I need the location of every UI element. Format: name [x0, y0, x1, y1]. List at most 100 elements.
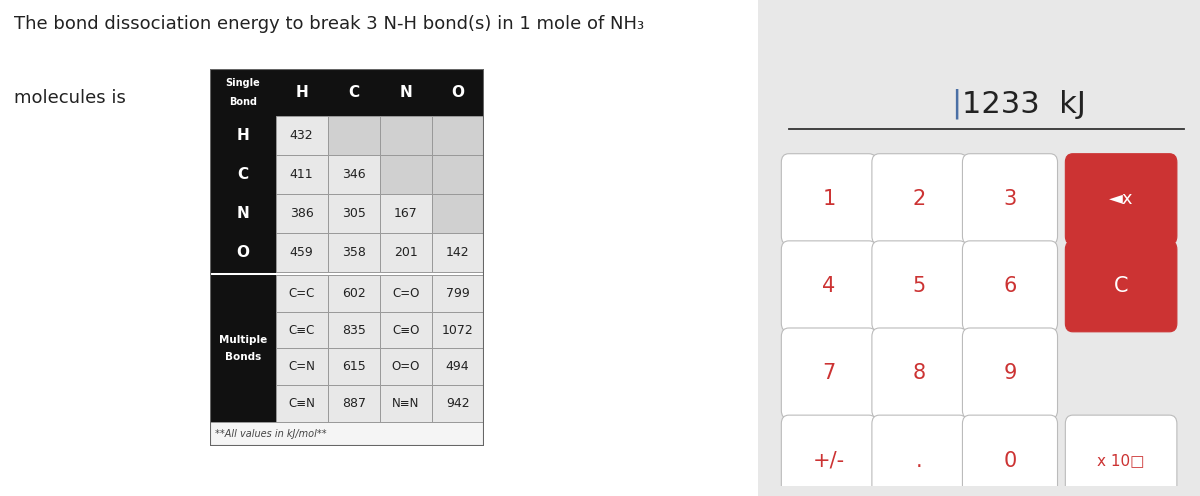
Bar — [379, 155, 432, 194]
Bar — [276, 385, 328, 422]
FancyBboxPatch shape — [781, 415, 876, 496]
Bar — [432, 233, 484, 272]
Text: 305: 305 — [342, 207, 366, 220]
Bar — [758, 0, 1200, 496]
Bar — [328, 233, 379, 272]
Bar — [276, 117, 328, 155]
Bar — [210, 155, 276, 194]
Text: 386: 386 — [289, 207, 313, 220]
Bar — [379, 69, 432, 117]
Bar — [379, 117, 432, 155]
Text: 8: 8 — [913, 364, 926, 383]
Text: Bond: Bond — [229, 97, 257, 107]
Bar — [328, 155, 379, 194]
FancyBboxPatch shape — [781, 241, 876, 332]
Text: C≡O: C≡O — [392, 323, 419, 336]
Text: 799: 799 — [445, 287, 469, 300]
Text: 835: 835 — [342, 323, 366, 336]
Bar — [276, 233, 328, 272]
Text: C≡N: C≡N — [288, 397, 316, 410]
Bar — [276, 275, 328, 311]
Text: 887: 887 — [342, 397, 366, 410]
FancyBboxPatch shape — [1066, 415, 1177, 496]
Bar — [432, 117, 484, 155]
Bar — [432, 155, 484, 194]
Text: 1: 1 — [822, 189, 835, 209]
Bar — [328, 348, 379, 385]
Bar — [328, 194, 379, 233]
Text: 602: 602 — [342, 287, 366, 300]
Bar — [328, 385, 379, 422]
Bar — [432, 311, 484, 348]
FancyBboxPatch shape — [781, 328, 876, 419]
Text: C=O: C=O — [392, 287, 419, 300]
Bar — [276, 311, 328, 348]
FancyBboxPatch shape — [1066, 241, 1177, 332]
Bar — [379, 311, 432, 348]
Text: 411: 411 — [290, 168, 313, 181]
Text: 1233  kJ: 1233 kJ — [961, 90, 1086, 120]
Bar — [328, 311, 379, 348]
Text: 0: 0 — [1003, 450, 1016, 471]
Text: molecules is: molecules is — [14, 89, 126, 107]
Text: C≡C: C≡C — [288, 323, 314, 336]
Bar — [210, 422, 484, 446]
Bar — [276, 194, 328, 233]
Text: 4: 4 — [822, 276, 835, 296]
FancyBboxPatch shape — [872, 241, 967, 332]
Bar — [328, 275, 379, 311]
Text: O: O — [236, 245, 250, 260]
Text: The bond dissociation energy to break 3 N-H bond(s) in 1 mole of NH₃: The bond dissociation energy to break 3 … — [14, 15, 644, 33]
Text: C=N: C=N — [288, 360, 316, 373]
Text: ◄x: ◄x — [1109, 190, 1133, 208]
Text: .: . — [916, 450, 923, 471]
Bar — [276, 155, 328, 194]
Text: Multiple: Multiple — [218, 335, 266, 345]
FancyBboxPatch shape — [872, 154, 967, 245]
FancyBboxPatch shape — [781, 154, 876, 245]
Text: 2: 2 — [913, 189, 926, 209]
Text: N: N — [400, 85, 412, 100]
Text: **All values in kJ/mol**: **All values in kJ/mol** — [216, 429, 328, 439]
Text: 432: 432 — [290, 129, 313, 142]
FancyBboxPatch shape — [872, 415, 967, 496]
Text: 5: 5 — [913, 276, 926, 296]
Text: 615: 615 — [342, 360, 366, 373]
Text: +/-: +/- — [812, 450, 845, 471]
Text: N≡N: N≡N — [392, 397, 419, 410]
Bar — [432, 69, 484, 117]
Text: 142: 142 — [445, 246, 469, 259]
Bar — [210, 194, 276, 233]
Text: 9: 9 — [1003, 364, 1016, 383]
Bar — [379, 385, 432, 422]
Text: C: C — [238, 167, 248, 182]
Text: C: C — [1114, 276, 1128, 296]
Text: |: | — [952, 89, 961, 120]
Text: C=C: C=C — [288, 287, 314, 300]
Text: C: C — [348, 85, 359, 100]
Bar — [432, 275, 484, 311]
FancyBboxPatch shape — [962, 154, 1057, 245]
FancyBboxPatch shape — [872, 328, 967, 419]
Bar — [210, 233, 276, 272]
Bar — [379, 348, 432, 385]
Bar — [379, 275, 432, 311]
Text: 167: 167 — [394, 207, 418, 220]
Bar — [210, 69, 276, 117]
Bar — [210, 117, 276, 155]
Text: 1072: 1072 — [442, 323, 474, 336]
FancyBboxPatch shape — [962, 241, 1057, 332]
Text: 942: 942 — [445, 397, 469, 410]
FancyBboxPatch shape — [1066, 154, 1177, 245]
Bar — [276, 69, 328, 117]
Bar — [276, 348, 328, 385]
Text: 7: 7 — [822, 364, 835, 383]
Text: H: H — [295, 85, 308, 100]
Bar — [432, 194, 484, 233]
Bar — [432, 348, 484, 385]
Text: 494: 494 — [445, 360, 469, 373]
Bar — [328, 117, 379, 155]
Text: O=O: O=O — [391, 360, 420, 373]
Text: Bonds: Bonds — [224, 352, 260, 362]
Bar — [328, 69, 379, 117]
